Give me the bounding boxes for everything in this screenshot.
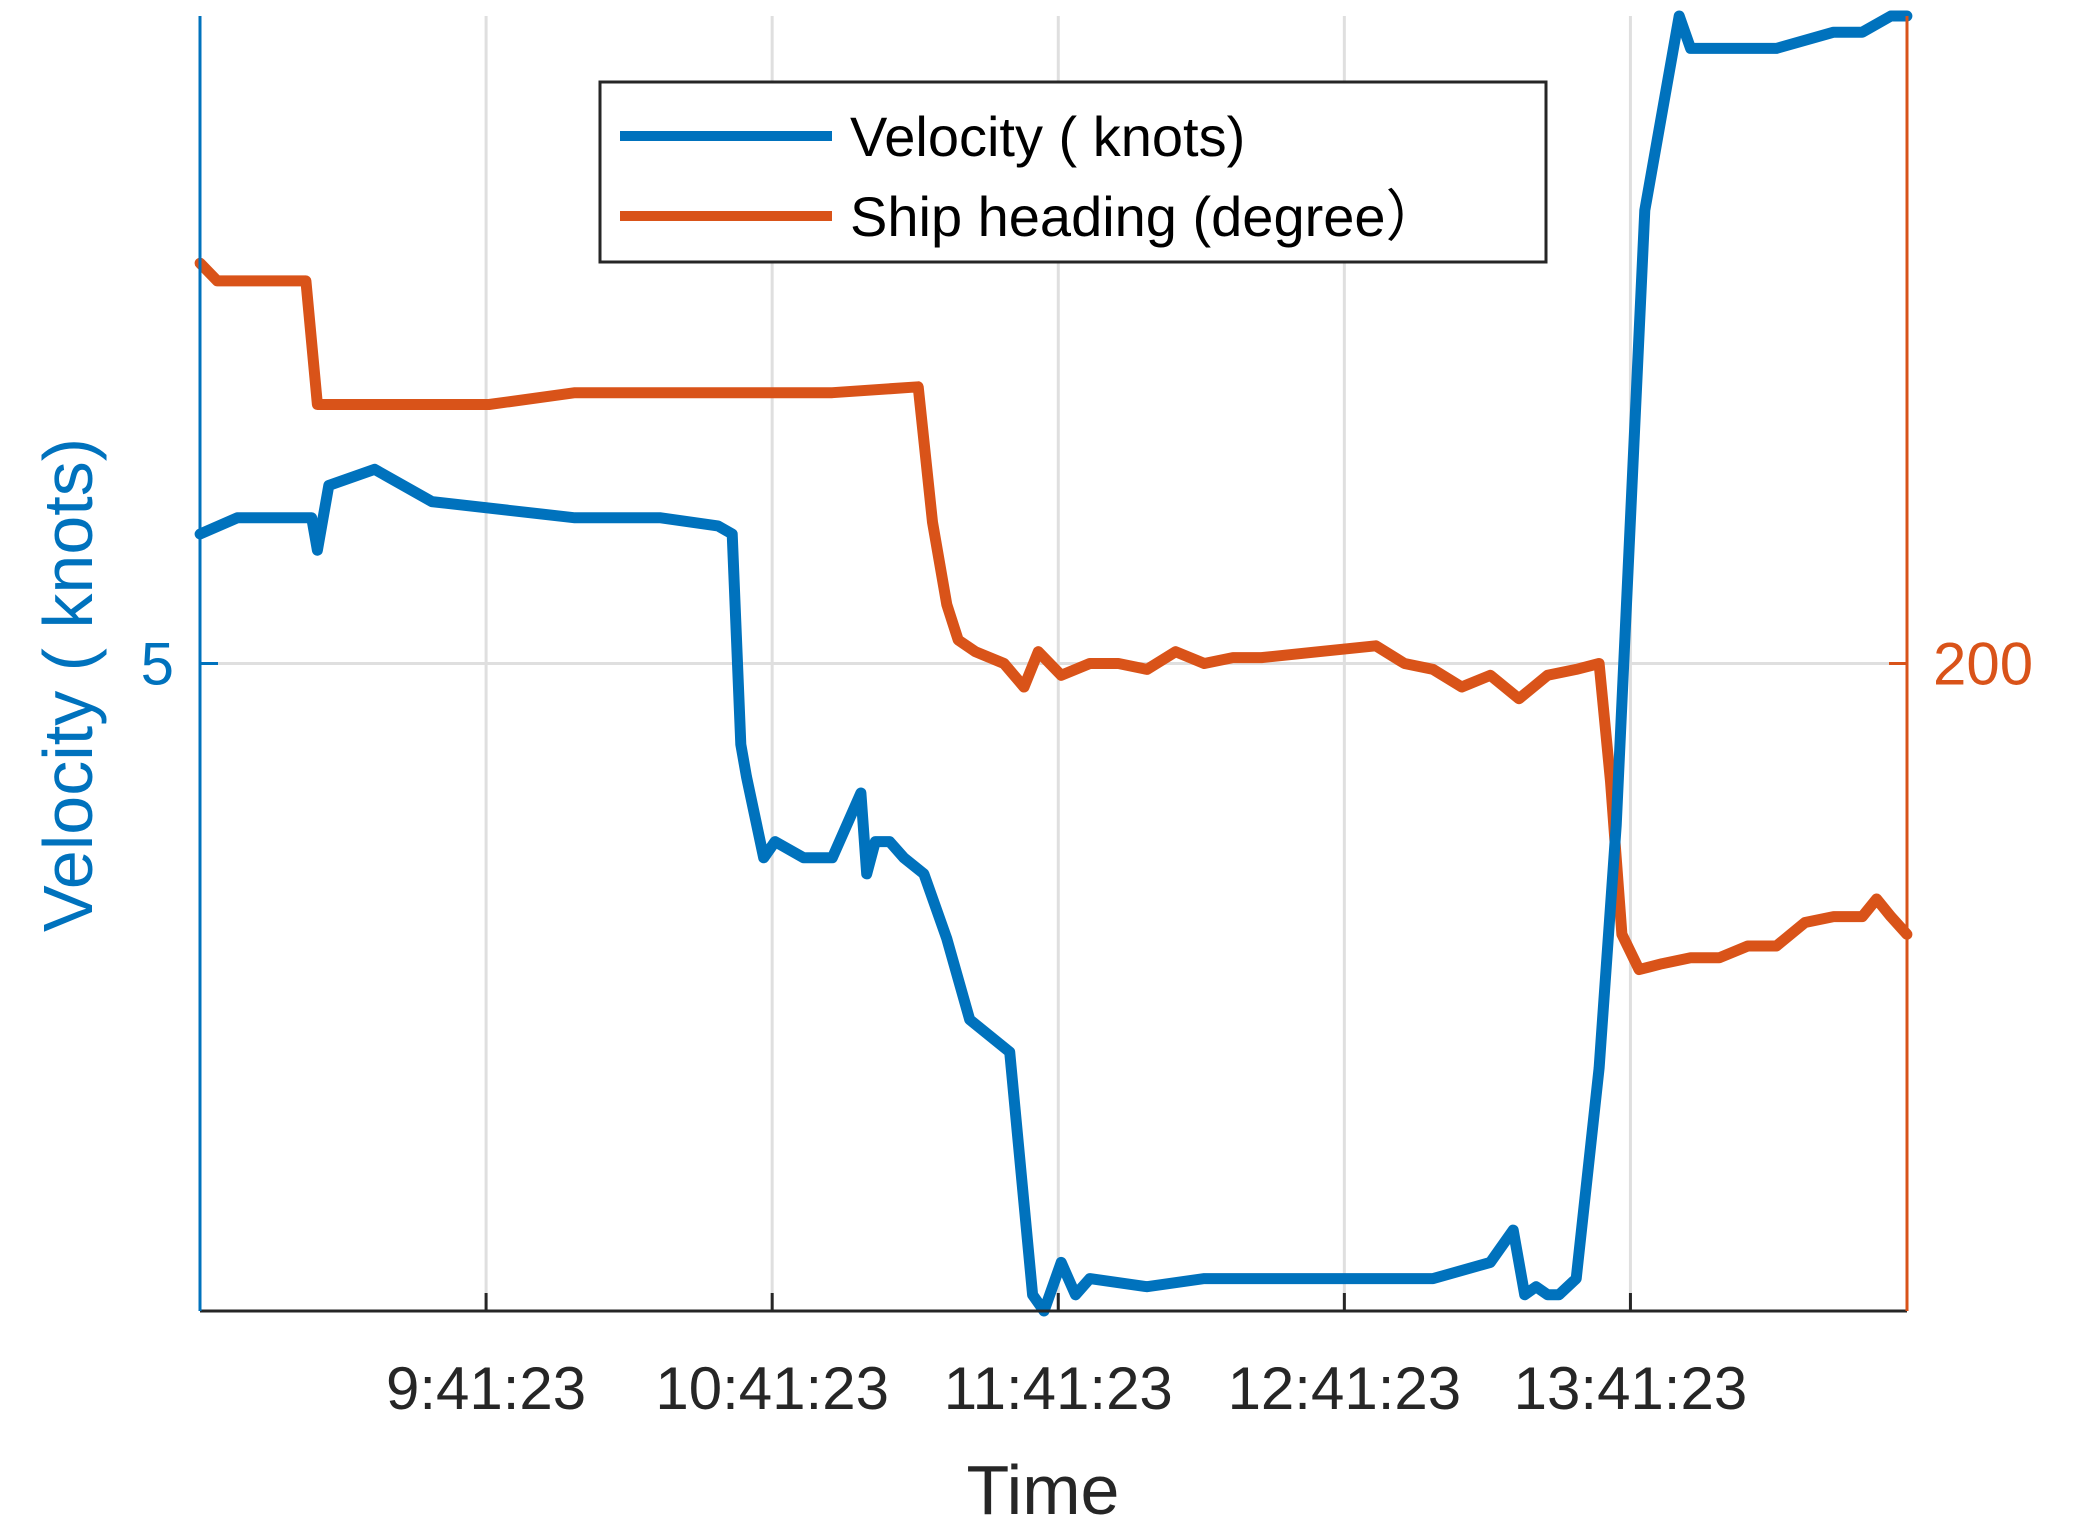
legend-label-heading: Ship heading (degree）: [850, 185, 1442, 248]
x-tick-label-4: 13:41:23: [1514, 1355, 1748, 1422]
y-right-tick-label-0: 200: [1933, 631, 2033, 698]
axes: [198, 16, 1909, 1313]
y-right-tick-labels: 200: [1933, 631, 2033, 698]
y-left-tick-labels: 5: [141, 631, 174, 698]
series-line-heading: [194, 257, 1913, 976]
x-axis-label: Time: [967, 1451, 1120, 1529]
legend-label-velocity: Velocity ( knots): [850, 105, 1245, 168]
legend: Velocity ( knots) Ship heading (degree）: [598, 80, 1548, 264]
y-left-tick-label-0: 5: [141, 631, 174, 698]
x-tick-label-0: 9:41:23: [386, 1355, 586, 1422]
x-tick-label-2: 11:41:23: [944, 1355, 1173, 1422]
x-tick-label-3: 12:41:23: [1228, 1355, 1462, 1422]
y-axis-left-label: Velocity ( knots): [29, 438, 107, 932]
x-tick-labels: 9:41:23 10:41:23 11:41:23 12:41:23 13:41:23: [386, 1355, 1747, 1422]
x-tick-label-1: 10:41:23: [655, 1355, 889, 1422]
legend-box: [598, 80, 1548, 264]
